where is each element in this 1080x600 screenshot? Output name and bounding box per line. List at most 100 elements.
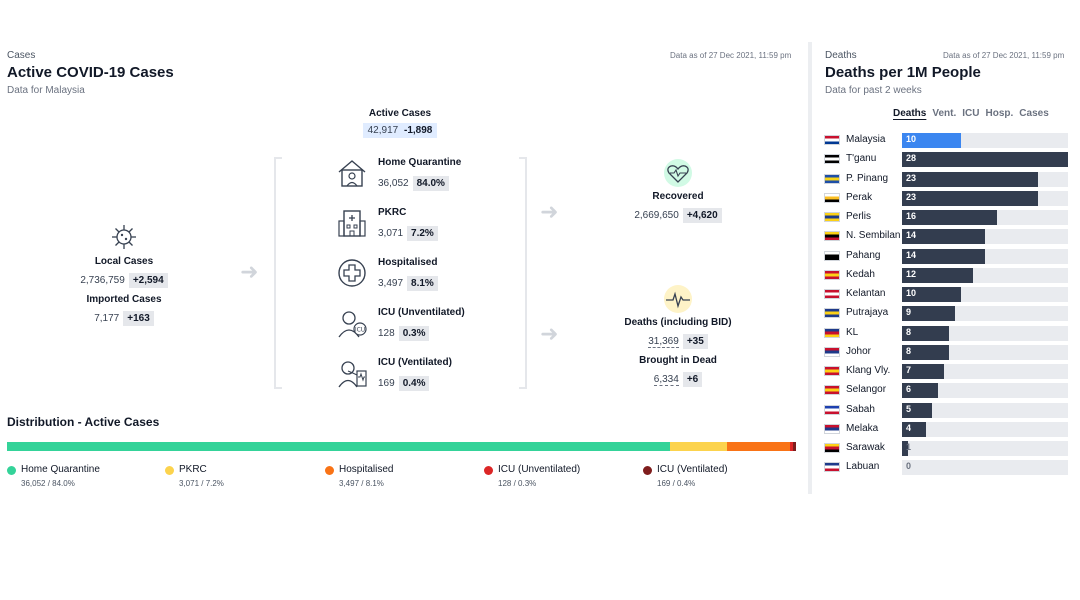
distribution-segment[interactable]: [790, 442, 793, 451]
tab-deaths[interactable]: Deaths: [893, 108, 927, 119]
legend-detail: 3,071 / 7.2%: [179, 479, 224, 488]
imported-cases-label: Imported Cases: [86, 294, 162, 305]
state-name: Malaysia: [846, 134, 886, 145]
state-name: Perlis: [846, 211, 872, 222]
state-row[interactable]: Kedah 12: [824, 267, 1074, 283]
state-row[interactable]: Perak 23: [824, 190, 1074, 206]
state-flag-icon: [824, 135, 840, 145]
bar-fill: [902, 190, 1039, 206]
state-row[interactable]: Pahang 14: [824, 248, 1074, 264]
state-flag-icon: [824, 212, 840, 222]
distribution-segment[interactable]: [7, 442, 670, 451]
legend-detail: 169 / 0.4%: [657, 479, 696, 488]
state-row[interactable]: Labuan 0: [824, 460, 1074, 476]
state-row[interactable]: P. Pinang 23: [824, 171, 1074, 187]
bar-fill: [902, 171, 1039, 187]
legend-label: Home Quarantine: [21, 464, 100, 475]
bar-track: 14: [902, 229, 1068, 245]
state-row[interactable]: N. Sembilan 14: [824, 229, 1074, 245]
state-name: Sarawak: [846, 442, 885, 453]
bar-fill: [902, 248, 985, 264]
state-name: Kelantan: [846, 288, 886, 299]
care-item-pct: 8.1%: [407, 276, 438, 291]
state-row[interactable]: Perlis 16: [824, 210, 1074, 225]
bar-fill: [902, 133, 962, 148]
bid-delta: +6: [682, 372, 703, 387]
brought-in-dead: Brought in Dead 6,334 +6: [608, 355, 748, 387]
tab-hosp[interactable]: Hosp.: [985, 108, 1014, 119]
state-name: Pahang: [846, 249, 881, 261]
recovered: Recovered 2,669,650 +4,620: [608, 191, 748, 223]
state-name: Sabah: [846, 403, 875, 415]
deaths-label: Deaths (including BID): [624, 317, 732, 328]
state-row[interactable]: Putrajaya 9: [824, 306, 1074, 322]
state-row[interactable]: KL 8: [824, 325, 1074, 341]
tab-icu[interactable]: ICU: [962, 108, 980, 119]
care-item-home-quarantine: Home Quarantine 36,052 84.0%: [336, 157, 516, 193]
distribution-segment[interactable]: [792, 442, 796, 451]
deaths-title: Deaths per 1M People: [825, 64, 981, 81]
state-row[interactable]: Sarawak 1: [824, 441, 1074, 456]
state-row[interactable]: Kelantan 10: [824, 287, 1074, 302]
distribution-segment[interactable]: [669, 442, 727, 451]
bar-value: 10: [906, 288, 917, 298]
state-row[interactable]: Melaka 4: [824, 421, 1074, 437]
care-item-label: ICU (Unventilated): [378, 307, 465, 318]
care-item-value: 169: [378, 378, 395, 389]
bracket-left: [274, 157, 282, 389]
state-flag-icon: [824, 443, 840, 453]
state-name: T'ganu: [846, 153, 877, 165]
local-cases: Local Cases 2,736,759 +2,594: [60, 256, 188, 288]
distribution-segment[interactable]: [726, 442, 791, 451]
bar-fill: [902, 287, 962, 302]
state-row[interactable]: Klang Vly. 7: [824, 364, 1074, 379]
care-item-pkrc: PKRC 3,071 7.2%: [336, 207, 516, 243]
data-as-of: Data as of 27 Dec 2021, 11:59 pm: [670, 51, 792, 60]
legend-label: ICU (Unventilated): [498, 464, 581, 475]
care-item-pct: 0.4%: [398, 376, 430, 391]
care-item-value: 36,052: [378, 178, 409, 189]
state-flag-icon: [824, 462, 840, 473]
legend-dot-icon: [7, 466, 16, 475]
care-item-icu-ventilated: ICU (Ventilated) 169 0.4%: [336, 357, 516, 393]
arrow-right-icon: ➜: [540, 199, 559, 224]
bar-track: 4: [902, 421, 1068, 437]
section-label: Deaths: [825, 50, 857, 61]
building-icon: [336, 207, 368, 239]
medical-cross-icon: [336, 257, 368, 289]
bar-value: 4: [906, 422, 912, 433]
state-name: Kedah: [846, 268, 875, 280]
pulse-line-icon: [663, 284, 693, 314]
bar-value: 1: [906, 442, 912, 452]
care-item-label: Home Quarantine: [378, 157, 462, 168]
bar-fill: [902, 152, 1068, 168]
care-item-hospitalised: Hospitalised 3,497 8.1%: [336, 257, 516, 293]
bar-track: 28: [902, 152, 1068, 168]
bar-fill: [902, 229, 985, 245]
state-row[interactable]: T'ganu 28: [824, 152, 1074, 168]
bid-value[interactable]: 6,334: [653, 374, 679, 386]
imported-cases-value: 7,177: [94, 313, 120, 324]
care-item-value: 128: [378, 328, 395, 339]
bracket-right: [519, 157, 527, 389]
state-flag-icon: [824, 289, 840, 299]
deaths-value[interactable]: 31,369: [648, 336, 679, 348]
section-subtitle: Data for past 2 weeks: [825, 85, 922, 96]
tab-cases[interactable]: Cases: [1019, 108, 1049, 119]
tab-vent[interactable]: Vent.: [932, 108, 957, 119]
care-item-value: 3,071: [378, 228, 404, 239]
bar-value: 12: [906, 268, 917, 279]
section-subtitle: Data for Malaysia: [7, 85, 85, 96]
bar-track: 5: [902, 402, 1068, 418]
bar-value: 16: [906, 211, 917, 221]
state-name: Selangor: [846, 384, 887, 396]
state-row[interactable]: Sabah 5: [824, 402, 1074, 418]
bar-fill: [902, 383, 938, 399]
house-icon: [336, 157, 368, 189]
state-row[interactable]: Johor 8: [824, 344, 1074, 360]
bar-value: 14: [906, 230, 917, 241]
state-row[interactable]: Selangor 6: [824, 383, 1074, 399]
state-flag-icon: [824, 366, 840, 376]
legend-detail: 36,052 / 84.0%: [21, 479, 75, 488]
state-row[interactable]: Malaysia 10: [824, 133, 1074, 148]
